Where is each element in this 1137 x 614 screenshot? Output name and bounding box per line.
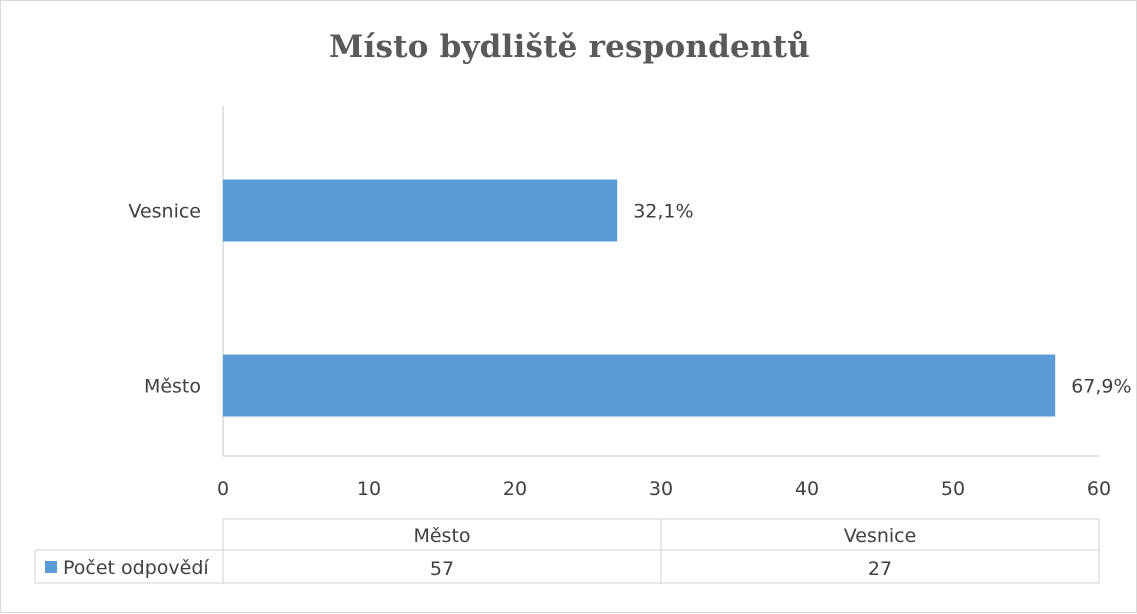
x-tick-label: 0 xyxy=(217,478,229,500)
legend-label: Počet odpovědí xyxy=(63,557,209,579)
legend-key xyxy=(45,561,57,573)
x-tick-label: 40 xyxy=(795,478,819,500)
data-label: 32,1% xyxy=(633,201,693,223)
bar-město xyxy=(223,354,1056,417)
table-value-cell: 27 xyxy=(868,558,892,580)
chart-title: Místo bydliště respondentů xyxy=(329,29,810,65)
x-tick-label: 20 xyxy=(503,478,527,500)
x-tick-label: 50 xyxy=(941,478,965,500)
category-label: Vesnice xyxy=(128,201,201,223)
table-header-cell: Město xyxy=(413,525,470,547)
bar-vesnice xyxy=(223,179,618,242)
x-tick-label: 10 xyxy=(357,478,381,500)
x-tick-label: 30 xyxy=(649,478,673,500)
table-value-cell: 57 xyxy=(430,558,454,580)
x-tick-label: 60 xyxy=(1087,478,1111,500)
category-label: Město xyxy=(144,376,201,398)
table-header-cell: Vesnice xyxy=(844,525,917,547)
data-label: 67,9% xyxy=(1071,376,1131,398)
